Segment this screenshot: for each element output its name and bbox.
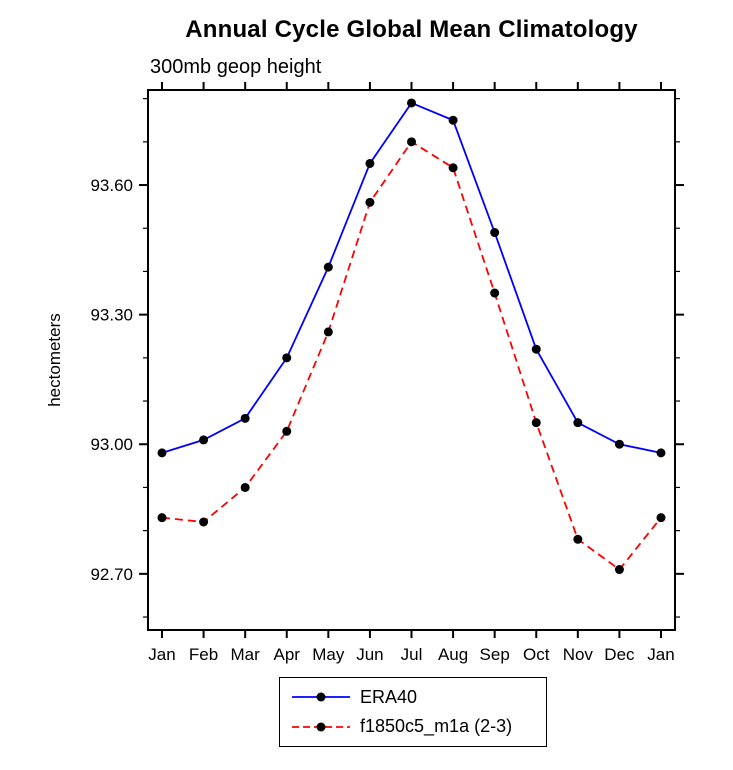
x-tick-label: Dec: [604, 645, 635, 664]
data-point-marker: [365, 158, 375, 168]
data-point-marker: [656, 448, 666, 458]
x-tick-label: Jul: [401, 645, 423, 664]
data-point-marker: [573, 534, 583, 544]
series-markers-1: [157, 137, 666, 575]
data-point-marker: [490, 228, 500, 238]
data-point-marker: [490, 288, 500, 298]
x-tick-label: Sep: [480, 645, 510, 664]
series-line-0: [161, 101, 662, 454]
chart-title: Annual Cycle Global Mean Climatology: [185, 16, 638, 43]
data-point-marker: [531, 344, 541, 354]
data-point-marker: [365, 197, 375, 207]
data-point-marker: [407, 137, 416, 147]
data-point-marker: [448, 163, 458, 173]
data-point-marker: [448, 115, 458, 125]
data-point-marker: [199, 435, 209, 445]
data-point-marker: [157, 448, 167, 458]
x-tick-label: Nov: [563, 645, 594, 664]
axis-ticks: [139, 82, 684, 638]
legend-line-sample-icon: [292, 692, 350, 702]
data-point-marker: [323, 262, 333, 272]
legend-label: ERA40: [360, 686, 418, 707]
legend-marker-icon: [316, 692, 326, 702]
x-tick-label: Apr: [274, 645, 301, 664]
data-point-marker: [282, 426, 292, 436]
data-point-marker: [656, 513, 666, 523]
data-point-marker: [323, 327, 333, 337]
legend-item-era40: ERA40: [280, 687, 546, 708]
data-point-marker: [573, 418, 583, 428]
axis-tick-labels: Jan Feb Mar Apr May Jun Jul Aug Sep Oct Nov Dec Jan 9…: [90, 176, 674, 664]
x-tick-label: Aug: [438, 645, 468, 664]
data-point-marker: [199, 517, 209, 527]
data-point-marker: [614, 565, 624, 575]
y-tick-label: 93.00: [90, 435, 133, 454]
data-point-marker: [614, 439, 624, 449]
data-point-marker: [240, 482, 250, 492]
axis-minor-ticks: [143, 98, 680, 618]
y-tick-label: 93.60: [90, 176, 133, 195]
legend: ERA40 f1850c5_m1a (2-3): [279, 677, 547, 747]
data-point-marker: [240, 413, 250, 423]
series-line-1: [161, 140, 662, 571]
legend-line-sample-icon: [292, 722, 350, 732]
legend-item-f1850c5: f1850c5_m1a (2-3): [280, 716, 546, 737]
legend-marker-icon: [316, 722, 326, 732]
data-point-marker: [282, 353, 292, 363]
y-tick-label: 93.30: [90, 306, 133, 325]
x-tick-label: May: [312, 645, 345, 664]
series-markers-0: [157, 98, 666, 458]
x-tick-label: Feb: [189, 645, 218, 664]
plot-frame: [147, 89, 676, 631]
chart-subtitle: 300mb geop height: [150, 56, 322, 78]
data-point-marker: [407, 98, 416, 108]
legend-label: f1850c5_m1a (2-3): [360, 716, 513, 737]
x-tick-label: Oct: [523, 645, 550, 664]
x-tick-label: Mar: [231, 645, 261, 664]
x-tick-label: Jan: [647, 645, 674, 664]
x-tick-label: Jan: [148, 645, 175, 664]
data-point-marker: [531, 418, 541, 428]
y-tick-label: 92.70: [90, 565, 133, 584]
data-point-marker: [157, 513, 167, 523]
x-tick-label: Jun: [356, 645, 383, 664]
